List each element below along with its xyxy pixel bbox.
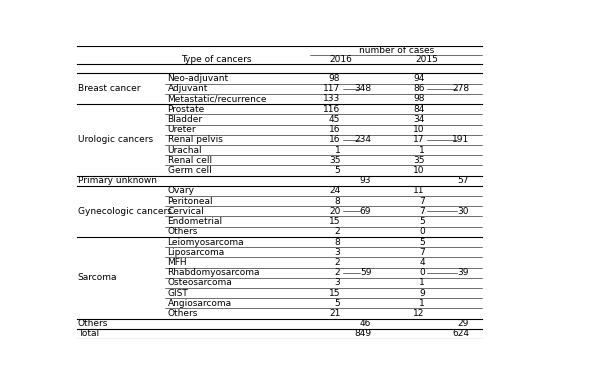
Text: 5: 5 xyxy=(419,237,425,247)
Text: 98: 98 xyxy=(329,74,340,83)
Text: 1: 1 xyxy=(419,146,425,155)
Text: 849: 849 xyxy=(354,330,371,338)
Text: 2016: 2016 xyxy=(329,55,352,64)
Text: 3: 3 xyxy=(335,279,340,287)
Text: 21: 21 xyxy=(329,309,340,318)
Text: 4: 4 xyxy=(419,258,425,267)
Text: number of cases: number of cases xyxy=(359,46,434,55)
Text: Renal pelvis: Renal pelvis xyxy=(168,135,222,144)
Text: Metastatic/recurrence: Metastatic/recurrence xyxy=(168,94,267,104)
Text: Adjuvant: Adjuvant xyxy=(168,84,208,93)
Text: Renal cell: Renal cell xyxy=(168,156,212,165)
Text: 15: 15 xyxy=(329,217,340,226)
Text: 348: 348 xyxy=(354,84,371,93)
Text: 624: 624 xyxy=(452,330,469,338)
Text: 1: 1 xyxy=(419,279,425,287)
Text: Germ cell: Germ cell xyxy=(168,166,211,175)
Text: 8: 8 xyxy=(335,237,340,247)
Text: 57: 57 xyxy=(457,176,469,185)
Text: Neo-adjuvant: Neo-adjuvant xyxy=(168,74,229,83)
Text: 5: 5 xyxy=(335,166,340,175)
Text: 7: 7 xyxy=(419,248,425,257)
Text: 45: 45 xyxy=(329,115,340,124)
Text: 3: 3 xyxy=(335,248,340,257)
Text: Breast cancer: Breast cancer xyxy=(78,84,140,93)
Text: Rhabdomyosarcoma: Rhabdomyosarcoma xyxy=(168,268,260,277)
Text: Others: Others xyxy=(168,309,198,318)
Text: 34: 34 xyxy=(414,115,425,124)
Text: 98: 98 xyxy=(414,94,425,104)
Text: Bladder: Bladder xyxy=(168,115,202,124)
Text: 234: 234 xyxy=(355,135,371,144)
Text: 84: 84 xyxy=(414,105,425,114)
Text: Others: Others xyxy=(168,227,198,236)
Text: 9: 9 xyxy=(419,289,425,298)
Text: 10: 10 xyxy=(414,166,425,175)
Text: 16: 16 xyxy=(329,125,340,134)
Text: 24: 24 xyxy=(329,186,340,195)
Text: Angiosarcoma: Angiosarcoma xyxy=(168,299,232,308)
Text: Prostate: Prostate xyxy=(168,105,205,114)
Text: 7: 7 xyxy=(419,207,425,216)
Text: 86: 86 xyxy=(414,84,425,93)
Text: 2015: 2015 xyxy=(415,55,438,64)
Text: 116: 116 xyxy=(323,105,340,114)
Text: Primary unknown: Primary unknown xyxy=(78,176,156,185)
Text: MFH: MFH xyxy=(168,258,187,267)
Text: Urologic cancers: Urologic cancers xyxy=(78,135,153,144)
Text: 1: 1 xyxy=(335,146,340,155)
Text: 15: 15 xyxy=(329,289,340,298)
Text: 2: 2 xyxy=(335,227,340,236)
Text: 7: 7 xyxy=(419,197,425,206)
Text: Gynecologic cancers: Gynecologic cancers xyxy=(78,207,172,216)
Text: Sarcoma: Sarcoma xyxy=(78,273,117,282)
Text: Ovary: Ovary xyxy=(168,186,195,195)
Text: Endometrial: Endometrial xyxy=(168,217,222,226)
Text: 5: 5 xyxy=(419,217,425,226)
Text: Others: Others xyxy=(78,319,108,328)
Text: 35: 35 xyxy=(329,156,340,165)
Text: GIST: GIST xyxy=(168,289,188,298)
Text: Total: Total xyxy=(78,330,99,338)
Text: 5: 5 xyxy=(335,299,340,308)
Text: Peritoneal: Peritoneal xyxy=(168,197,213,206)
Text: Urachal: Urachal xyxy=(168,146,202,155)
Text: 59: 59 xyxy=(360,268,371,277)
Text: 20: 20 xyxy=(329,207,340,216)
Text: Cervical: Cervical xyxy=(168,207,204,216)
Text: Ureter: Ureter xyxy=(168,125,196,134)
Text: 10: 10 xyxy=(414,125,425,134)
Text: 1: 1 xyxy=(419,299,425,308)
Text: 39: 39 xyxy=(457,268,469,277)
Text: 278: 278 xyxy=(452,84,469,93)
Text: 16: 16 xyxy=(329,135,340,144)
Text: 35: 35 xyxy=(414,156,425,165)
Text: Liposarcoma: Liposarcoma xyxy=(168,248,225,257)
Text: 11: 11 xyxy=(414,186,425,195)
Text: Type of cancers: Type of cancers xyxy=(182,55,252,64)
Text: 117: 117 xyxy=(323,84,340,93)
Text: 133: 133 xyxy=(323,94,340,104)
Text: 30: 30 xyxy=(457,207,469,216)
Text: Osteosarcoma: Osteosarcoma xyxy=(168,279,232,287)
Text: 93: 93 xyxy=(360,176,371,185)
Text: 2: 2 xyxy=(335,268,340,277)
Text: 17: 17 xyxy=(414,135,425,144)
Text: 8: 8 xyxy=(335,197,340,206)
Text: 2: 2 xyxy=(335,258,340,267)
Text: 12: 12 xyxy=(414,309,425,318)
Text: 94: 94 xyxy=(414,74,425,83)
Text: 46: 46 xyxy=(360,319,371,328)
Text: 29: 29 xyxy=(458,319,469,328)
Text: Leiomyosarcoma: Leiomyosarcoma xyxy=(168,237,244,247)
Text: 69: 69 xyxy=(360,207,371,216)
Text: 0: 0 xyxy=(419,227,425,236)
Text: 0: 0 xyxy=(419,268,425,277)
Text: 191: 191 xyxy=(452,135,469,144)
